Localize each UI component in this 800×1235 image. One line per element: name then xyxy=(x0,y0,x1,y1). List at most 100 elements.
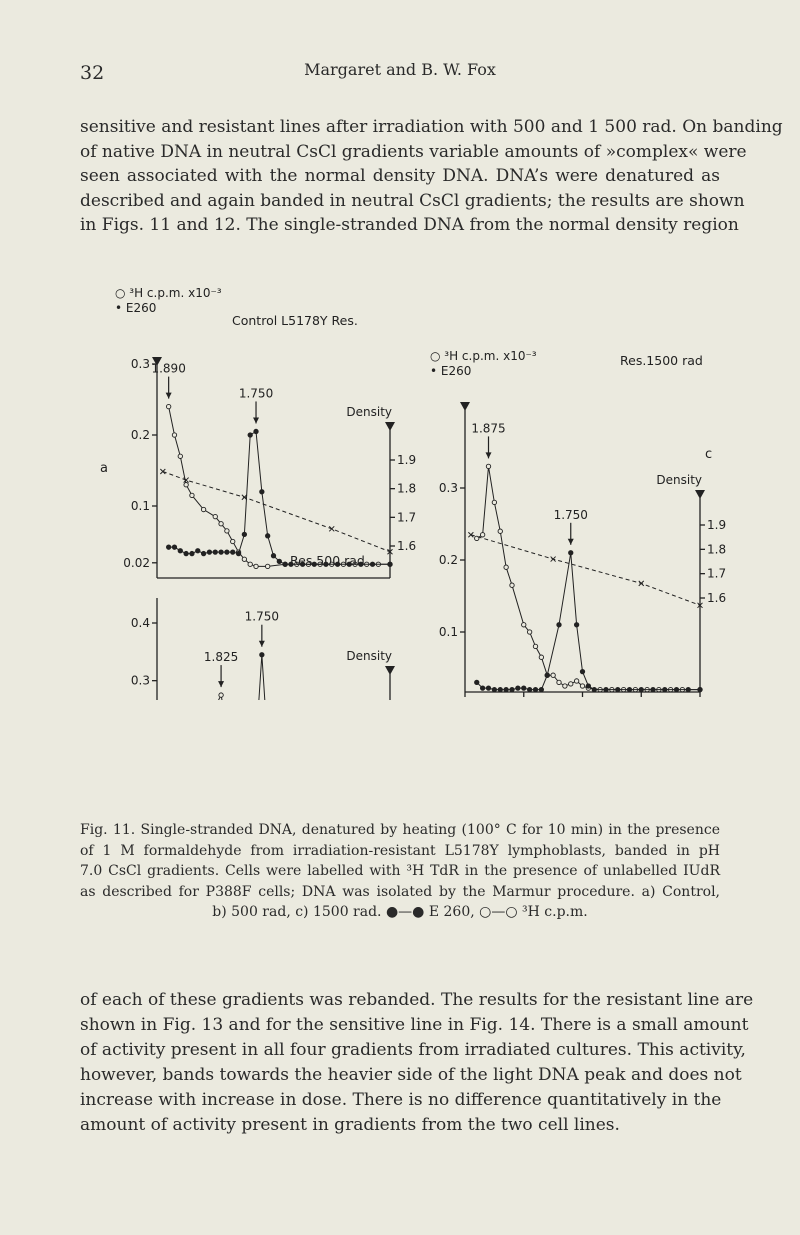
e260-point xyxy=(603,686,609,693)
text-line: however, bands towards the heavier side … xyxy=(80,1065,742,1085)
h3-point xyxy=(230,538,236,545)
h3-point xyxy=(200,506,207,513)
caption-line: as described for P388F cells; DNA was is… xyxy=(80,883,720,900)
e260-point xyxy=(497,686,503,693)
panel-title: Res.1500 rad xyxy=(620,353,703,368)
density-arrow-icon xyxy=(695,490,705,499)
h3-point xyxy=(573,678,580,684)
e260-point xyxy=(673,686,680,693)
h3-point xyxy=(568,681,574,687)
density-point xyxy=(328,525,335,532)
series-line-open xyxy=(168,406,390,567)
density-tick-label: 1.6 xyxy=(707,591,726,605)
series-line-x xyxy=(162,470,391,553)
text-line: sensitive and resistant lines after irra… xyxy=(80,117,783,137)
caption-text: b) 500 rad, c) 1500 rad. xyxy=(212,904,382,920)
e260-point xyxy=(206,549,213,555)
h3-point xyxy=(509,582,515,588)
paragraph-2: of each of these gradients was rebanded.… xyxy=(80,988,753,1138)
peak-density-label: 1.875 xyxy=(471,421,505,435)
e260-point xyxy=(491,686,498,693)
h3-point xyxy=(177,453,183,459)
open-marker-symbol: ○—○ xyxy=(479,904,518,920)
chart-panel-c xyxy=(460,402,705,697)
legend-e260: • E260 xyxy=(430,364,471,378)
panel-letter: a xyxy=(100,461,108,476)
h3-point xyxy=(218,521,224,527)
h3-point xyxy=(526,629,533,635)
peak-arrowhead xyxy=(567,538,574,545)
e260-point xyxy=(224,549,230,555)
h3-point xyxy=(212,513,218,520)
density-point xyxy=(550,556,556,562)
e260-point xyxy=(579,668,586,675)
caption-line: b) 500 rad, c) 1500 rad. ●—● E 260, ○—○ … xyxy=(80,902,720,923)
y-tick-label: 0.2 xyxy=(439,553,458,567)
y-tick-label: 0.1 xyxy=(131,499,150,513)
series-line-x xyxy=(470,534,701,606)
e260-point xyxy=(259,652,265,658)
e260-point xyxy=(538,686,545,693)
e260-point xyxy=(346,561,352,567)
e260-point xyxy=(334,561,341,567)
density-arrow-icon xyxy=(385,666,395,675)
h3-point xyxy=(183,482,189,488)
axis-arrow-icon xyxy=(460,402,470,411)
h3-point xyxy=(485,463,492,470)
series-line-open xyxy=(218,693,223,700)
panel-title: Res.500 rad xyxy=(290,553,365,568)
e260-point xyxy=(276,558,282,565)
text-line: amount of activity present in gradients … xyxy=(80,1115,620,1135)
peak-density-label: 1.750 xyxy=(239,386,273,400)
caption-line: 7.0 CsCl gradients. Cells were labelled … xyxy=(80,863,720,879)
e260-point xyxy=(253,428,259,435)
y-tick-label: 0.02 xyxy=(123,556,150,570)
e260-point xyxy=(650,686,656,693)
chart-panel-a xyxy=(152,357,395,579)
h3-point xyxy=(171,432,178,438)
e260-point xyxy=(212,549,218,555)
density-tick-label: 1.7 xyxy=(707,567,726,581)
density-axis-label: Density xyxy=(346,405,392,419)
legend-e260: • E260 xyxy=(115,301,156,315)
series-line-open xyxy=(476,466,700,691)
e260-point xyxy=(568,550,574,556)
h3-point xyxy=(247,561,253,567)
text-line: described and again banded in neutral Cs… xyxy=(80,190,745,211)
e260-point xyxy=(288,561,294,567)
density-tick-label: 1.9 xyxy=(707,518,726,532)
e260-point xyxy=(358,561,364,567)
e260-point xyxy=(387,561,393,567)
e260-point xyxy=(638,686,644,693)
e260-point xyxy=(230,549,236,555)
density-axis-label: Density xyxy=(656,473,702,487)
e260-point xyxy=(626,686,633,693)
y-tick-label: 0.2 xyxy=(131,428,150,442)
peak-arrowhead xyxy=(258,640,265,647)
paragraph-1: sensitive and resistant lines after irra… xyxy=(80,115,783,238)
peak-density-label: 1.750 xyxy=(554,508,588,522)
caption-text: ³H c.p.m. xyxy=(522,904,588,920)
h3-point xyxy=(224,528,230,534)
e260-point xyxy=(485,685,492,691)
e260-point xyxy=(218,549,224,555)
e260-point xyxy=(369,561,376,567)
text-line: shown in Fig. 13 and for the sensitive l… xyxy=(80,1015,749,1035)
text-line: of activity present in all four gradient… xyxy=(80,1040,746,1060)
y-tick-label: 0.3 xyxy=(131,674,150,688)
axis-arrow-icon xyxy=(152,357,162,366)
e260-point xyxy=(235,550,242,557)
density-tick-label: 1.9 xyxy=(397,453,416,467)
panel-title: Control L5178Y Res. xyxy=(232,313,358,328)
panel-letter: c xyxy=(705,447,712,462)
h3-point xyxy=(550,672,556,678)
e260-point xyxy=(474,679,480,686)
density-tick-label: 1.7 xyxy=(397,510,416,524)
text-line: in Figs. 11 and 12. The single-stranded … xyxy=(80,215,739,235)
caption-line: Fig. 11. Single-stranded DNA, denatured … xyxy=(80,822,720,838)
e260-point xyxy=(503,686,509,693)
h3-point xyxy=(503,564,509,570)
figure-11: 0.3 0.2 0.1 0.02 1.9 1.8 1.7 1.6 Density a Control… xyxy=(100,286,726,700)
caption-line: of 1 M formaldehyde from irradiation-res… xyxy=(80,842,720,859)
filled-marker-symbol: ●—● xyxy=(385,904,425,920)
